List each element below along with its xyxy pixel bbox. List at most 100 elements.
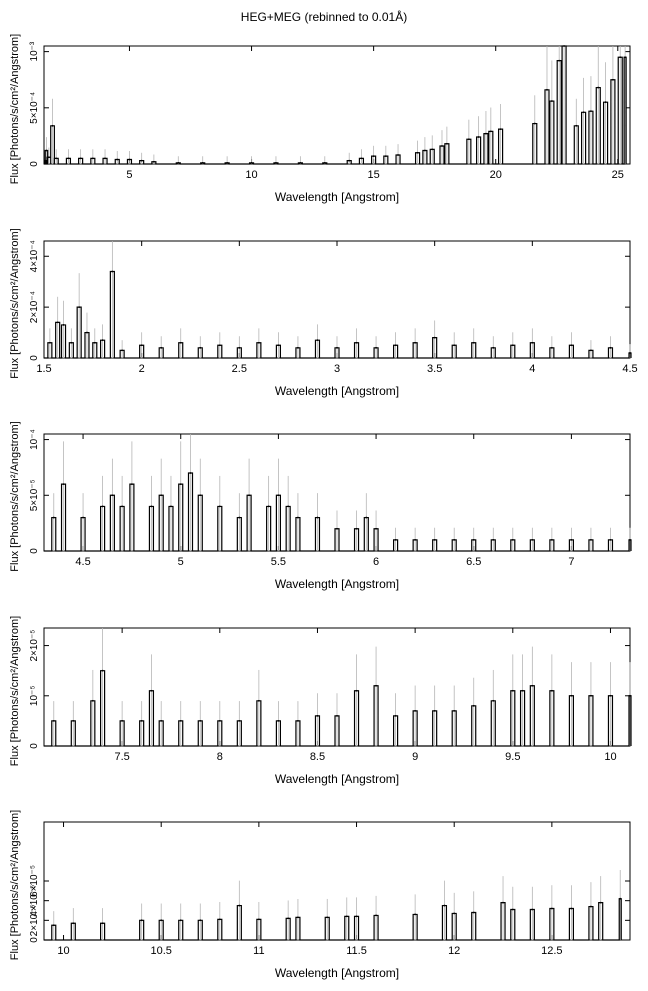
data-point	[414, 913, 417, 916]
data-point	[218, 344, 221, 347]
chart-panel-5: 10 10.5 11 11.5 12 12.5 02×10⁻⁵4×10⁻⁵6×10⁻⁵ Wav…	[9, 810, 631, 980]
data-point	[316, 339, 319, 342]
data-point	[140, 919, 143, 922]
data-point	[472, 704, 475, 707]
data-point	[277, 494, 280, 497]
data-point	[394, 714, 397, 717]
data-point	[492, 538, 495, 541]
chart-panel-2: 1.5 2 2.5 3 3.5 4 4.5 0 2×10⁻⁴ 4×10⁻⁴ Wavelength […	[9, 228, 638, 398]
data-point	[570, 907, 573, 910]
data-point	[47, 156, 50, 159]
x-tick-label: 5	[178, 556, 184, 568]
data-point	[619, 897, 622, 900]
data-point	[345, 915, 348, 918]
x-tick-label: 3.5	[427, 363, 442, 375]
data-point	[355, 527, 358, 530]
data-point	[277, 344, 280, 347]
data-point	[297, 719, 299, 722]
data-point	[62, 324, 65, 326]
data-point	[82, 516, 84, 519]
data-point	[48, 341, 51, 344]
x-axis-label: Wavelength [Angstrom]	[275, 190, 399, 204]
data-point	[111, 270, 114, 273]
series-line-1	[44, 270, 632, 359]
y-tick-label: 4×10⁻⁵	[29, 885, 40, 917]
data-point	[563, 45, 565, 47]
data-point	[299, 161, 302, 164]
data-point	[238, 904, 241, 907]
data-point	[629, 538, 631, 541]
data-point	[590, 110, 592, 113]
data-point	[433, 538, 436, 541]
data-point	[297, 346, 299, 349]
data-point	[45, 149, 48, 152]
data-point	[257, 699, 260, 702]
chart-panel-3: 4.5 5 5.5 6 6.5 7 0 5×10⁻⁵ 10⁻⁴ Wavelength [Angst…	[9, 421, 632, 591]
x-tick-label: 10	[604, 751, 616, 763]
data-point	[375, 684, 377, 687]
data-point	[394, 344, 397, 347]
data-point	[375, 527, 377, 530]
data-point	[116, 158, 119, 161]
data-point	[257, 918, 260, 921]
data-point	[121, 505, 124, 508]
x-tick-label: 1.5	[36, 363, 51, 375]
data-point	[218, 918, 221, 921]
data-point	[70, 341, 73, 344]
data-point	[489, 130, 492, 133]
data-point	[609, 694, 612, 697]
data-point	[414, 709, 417, 712]
x-tick-label: 4.5	[75, 556, 90, 568]
x-axis-label: Wavelength [Angstrom]	[275, 772, 399, 786]
x-tick-label: 5	[126, 169, 132, 181]
data-point	[433, 709, 436, 712]
data-point	[590, 694, 592, 697]
data-point	[316, 516, 319, 519]
y-tick-label: 5×10⁻⁵	[29, 479, 40, 511]
x-tick-label: 9	[412, 751, 418, 763]
data-point	[531, 684, 534, 687]
data-point	[612, 78, 614, 81]
x-tick-label: 10	[57, 945, 69, 957]
data-point	[348, 159, 351, 162]
x-tick-label: 12.5	[541, 945, 562, 957]
data-point	[511, 538, 514, 541]
data-point	[140, 159, 143, 162]
data-point	[336, 527, 338, 530]
x-tick-label: 2	[139, 363, 145, 375]
data-point	[111, 494, 114, 497]
data-point	[511, 689, 514, 692]
data-point	[472, 538, 475, 541]
data-point	[414, 538, 417, 541]
data-point	[570, 344, 573, 347]
data-point	[86, 331, 88, 334]
x-tick-label: 3	[334, 363, 340, 375]
x-tick-label: 8.5	[310, 751, 325, 763]
data-point	[160, 494, 163, 497]
x-tick-label: 6	[373, 556, 379, 568]
y-axis-label: Flux [Photons/s/cm²/Angstrom]	[9, 616, 21, 766]
data-point	[531, 908, 534, 911]
data-point	[326, 916, 329, 919]
data-point	[416, 151, 419, 154]
series-line-1	[43, 45, 627, 165]
data-point	[128, 158, 131, 161]
data-point	[619, 56, 622, 59]
data-point	[433, 336, 436, 339]
data-point	[499, 128, 502, 131]
series-line-1	[44, 898, 622, 941]
data-point	[275, 161, 277, 164]
data-point	[62, 483, 65, 486]
data-point	[140, 344, 143, 347]
data-point	[297, 516, 299, 519]
data-point	[101, 669, 104, 672]
data-point	[360, 157, 363, 160]
x-axis-label: Wavelength [Angstrom]	[275, 384, 399, 398]
data-point	[550, 346, 553, 349]
x-axis-label: Wavelength [Angstrom]	[275, 577, 399, 591]
data-point	[375, 914, 377, 917]
data-point	[365, 516, 368, 519]
y-axis-label: Flux [Photons/s/cm²/Angstrom]	[9, 228, 21, 378]
chart-panel-4: 7.5 8 8.5 9 9.5 10 0 10⁻⁵ 2×10⁻⁵ Wavelength [Angs…	[9, 616, 632, 786]
